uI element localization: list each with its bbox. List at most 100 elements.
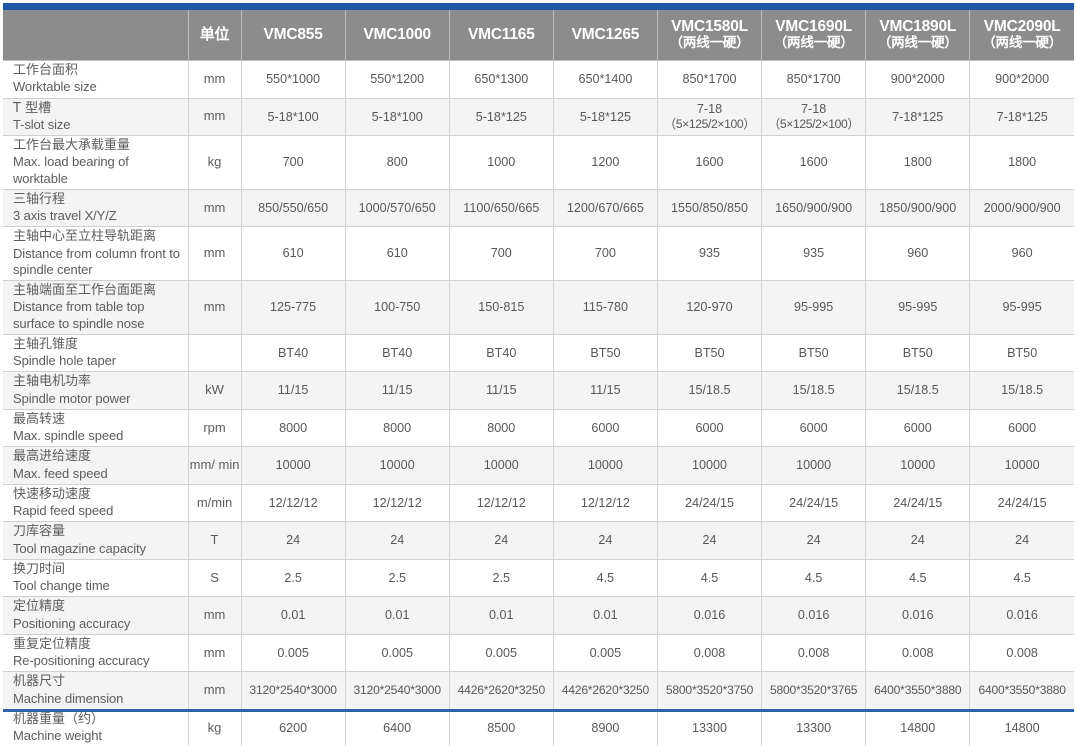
cell-value: 6200	[243, 720, 344, 736]
row-unit-cell: mm	[188, 98, 241, 136]
row-value-cell: 0.005	[241, 634, 345, 672]
cell-value: 11/15	[243, 382, 344, 398]
cell-value: 550*1200	[347, 71, 448, 87]
row-value-cell: 4426*2620*3250	[553, 672, 657, 710]
row-value-cell: 4.5	[970, 559, 1074, 597]
row-label-zh: 主轴端面至工作台面距离	[13, 283, 184, 299]
row-value-cell: 24	[970, 522, 1074, 560]
cell-value: 12/12/12	[555, 495, 656, 511]
row-value-cell: 0.005	[449, 634, 553, 672]
row-value-cell: 15/18.5	[866, 372, 970, 410]
row-value-cell: 0.008	[657, 634, 761, 672]
row-value-cell: 24	[449, 522, 553, 560]
model-subtitle: （两线一硬）	[660, 36, 759, 52]
row-value-cell: 4.5	[762, 559, 866, 597]
cell-value: 5800*3520*3765	[763, 683, 864, 699]
cell-value: 11/15	[347, 382, 448, 398]
row-label-zh: 最高转速	[13, 412, 184, 428]
row-label-en: Distance from column front to spindle ce…	[13, 246, 184, 279]
row-value-cell: 95-995	[866, 281, 970, 335]
row-value-cell: 95-995	[762, 281, 866, 335]
row-label-en: Spindle hole taper	[13, 353, 184, 369]
cell-value: 0.008	[763, 645, 864, 661]
row-value-cell: 24/24/15	[866, 484, 970, 522]
cell-value: 5-18*125	[451, 109, 552, 125]
cell-value: 1800	[971, 154, 1073, 170]
cell-value: 6000	[763, 420, 864, 436]
row-value-cell: BT40	[449, 334, 553, 372]
cell-value: 120-970	[659, 299, 760, 315]
row-value-cell: 800	[345, 136, 449, 190]
cell-value: 24/24/15	[659, 495, 760, 511]
row-value-cell: 5-18*125	[449, 98, 553, 136]
cell-value: 11/15	[555, 382, 656, 398]
row-value-cell: 0.01	[553, 597, 657, 635]
cell-value: BT50	[659, 345, 760, 361]
row-label-zh: 三轴行程	[13, 192, 184, 208]
top-accent-rule	[3, 3, 1074, 10]
row-value-cell: 2.5	[345, 559, 449, 597]
row-value-cell: 6400*3550*3880	[970, 672, 1074, 710]
cell-value: 6400*3550*3880	[867, 683, 968, 699]
row-value-cell: 0.016	[762, 597, 866, 635]
row-unit-cell: kg	[188, 136, 241, 190]
cell-value: 4.5	[763, 570, 864, 586]
row-value-cell: 935	[657, 227, 761, 281]
row-label-zh: 机器重量（约）	[13, 712, 184, 728]
cell-value: 960	[971, 245, 1073, 261]
row-label-en: T-slot size	[13, 117, 184, 133]
cell-value: 700	[243, 154, 344, 170]
cell-value: 1550/850/850	[659, 200, 760, 216]
row-value-cell: 650*1400	[553, 61, 657, 99]
row-value-cell: 125-775	[241, 281, 345, 335]
row-value-cell: 13300	[657, 709, 761, 746]
row-value-cell: 12/12/12	[345, 484, 449, 522]
cell-value: 0.016	[867, 607, 968, 623]
row-value-cell: 650*1300	[449, 61, 553, 99]
row-unit-cell: S	[188, 559, 241, 597]
cell-value: 12/12/12	[347, 495, 448, 511]
row-value-cell: 8000	[449, 409, 553, 447]
row-value-cell: 1600	[762, 136, 866, 190]
row-value-cell: 3120*2540*3000	[241, 672, 345, 710]
row-value-cell: 2.5	[241, 559, 345, 597]
row-value-cell: BT40	[345, 334, 449, 372]
row-value-cell: 1600	[657, 136, 761, 190]
row-label-en: Worktable size	[13, 79, 184, 95]
row-value-cell: 960	[970, 227, 1074, 281]
row-value-cell: 10000	[866, 447, 970, 485]
bottom-accent-rule	[3, 709, 1074, 712]
model-subtitle: （两线一硬）	[868, 36, 967, 52]
cell-value: 24	[867, 532, 968, 548]
cell-value: 14800	[971, 720, 1073, 736]
cell-value: 150-815	[451, 299, 552, 315]
model-subtitle: （两线一硬）	[764, 36, 863, 52]
cell-value: 6000	[555, 420, 656, 436]
row-value-cell: 24	[762, 522, 866, 560]
cell-value: 14800	[867, 720, 968, 736]
row-value-cell: 10000	[449, 447, 553, 485]
row-value-cell: 850/550/650	[241, 189, 345, 227]
row-value-cell: 8500	[449, 709, 553, 746]
cell-value: 24/24/15	[763, 495, 864, 511]
row-value-cell: 0.01	[241, 597, 345, 635]
header-row: 单位 VMC855 VMC1000 VMC1165 VMC1265	[3, 10, 1074, 61]
row-unit-cell: mm/ min	[188, 447, 241, 485]
cell-value: 610	[243, 245, 344, 261]
cell-value: 850/550/650	[243, 200, 344, 216]
row-value-cell: 24	[345, 522, 449, 560]
row-label-cell: 机器重量（约）Machine weight	[3, 709, 188, 746]
row-value-cell: 0.01	[345, 597, 449, 635]
row-value-cell: 700	[241, 136, 345, 190]
row-value-cell: 120-970	[657, 281, 761, 335]
cell-value: 700	[555, 245, 656, 261]
cell-value: 24/24/15	[867, 495, 968, 511]
row-value-cell: BT50	[762, 334, 866, 372]
row-value-cell: 0.016	[657, 597, 761, 635]
cell-value: 6000	[867, 420, 968, 436]
